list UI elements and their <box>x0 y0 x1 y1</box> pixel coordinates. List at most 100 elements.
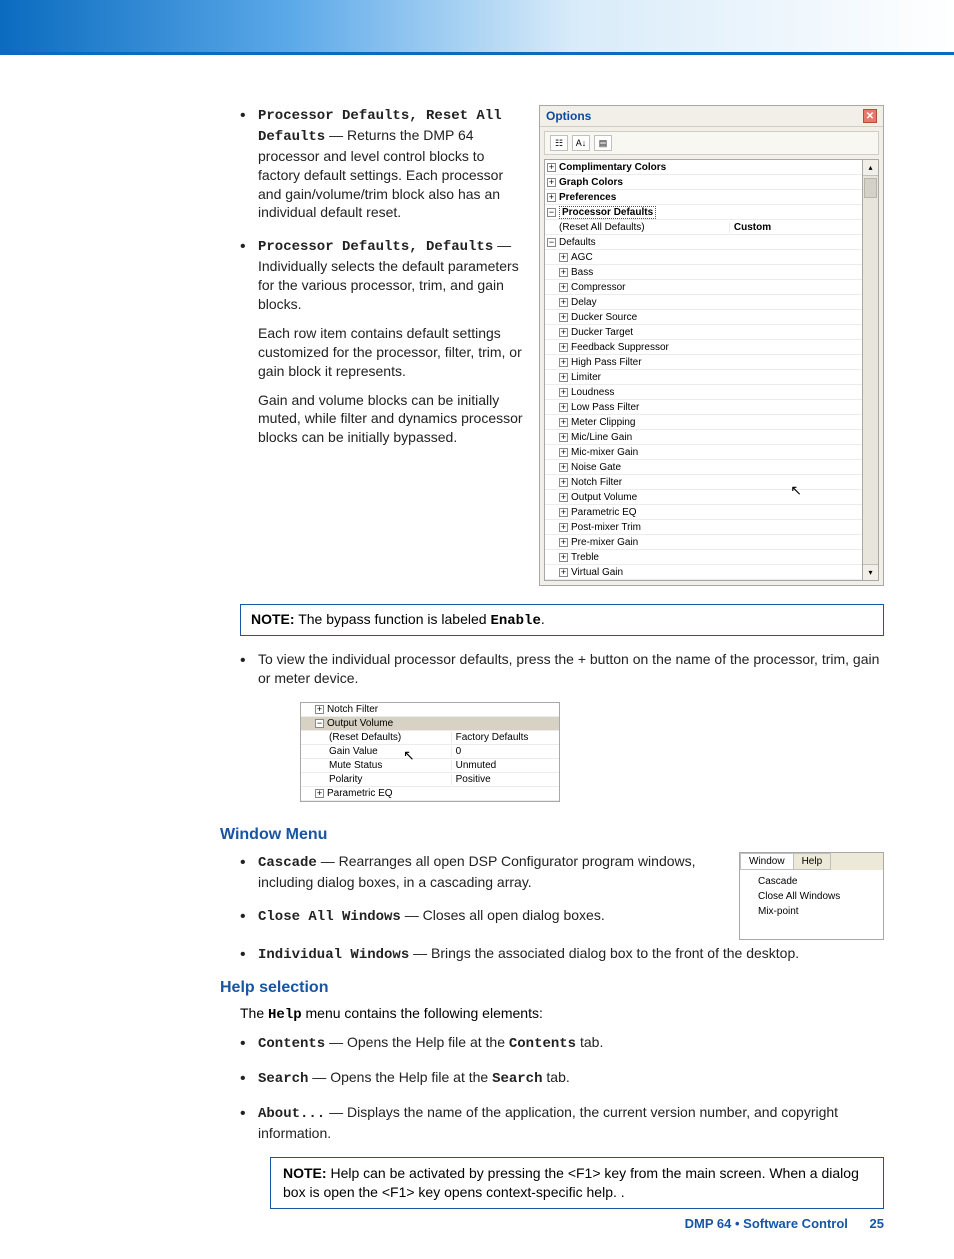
tree-row[interactable]: +Treble <box>545 550 862 565</box>
toolbar-sort-icon[interactable]: A↓ <box>572 135 590 151</box>
expand-icon[interactable]: + <box>547 163 556 172</box>
toolbar-categorize-icon[interactable]: ☷ <box>550 135 568 151</box>
vertical-scrollbar[interactable]: ▴ ▾ <box>863 159 879 581</box>
tree-label[interactable]: Loudness <box>571 387 614 398</box>
expand-icon[interactable]: + <box>559 283 568 292</box>
table-row[interactable]: +Parametric EQ <box>301 787 559 801</box>
tree-row[interactable]: +Output Volume <box>545 490 862 505</box>
expand-icon[interactable]: + <box>559 388 568 397</box>
wm-tab-help[interactable]: Help <box>793 853 832 870</box>
tree-row[interactable]: +Preferences <box>545 190 862 205</box>
tree-label[interactable]: Post-mixer Trim <box>571 522 641 533</box>
tree-row[interactable]: −Defaults <box>545 235 862 250</box>
expand-icon[interactable]: + <box>559 538 568 547</box>
tree-label[interactable]: Mic/Line Gain <box>571 432 632 443</box>
tree-row[interactable]: +Mic/Line Gain <box>545 430 862 445</box>
expand-icon[interactable]: + <box>559 508 568 517</box>
tree-label[interactable]: Compressor <box>571 282 625 293</box>
wm-tab-window[interactable]: Window <box>740 853 794 870</box>
tree-row[interactable]: +Ducker Target <box>545 325 862 340</box>
tree-row[interactable]: +Virtual Gain <box>545 565 862 580</box>
close-icon[interactable]: ✕ <box>863 109 877 123</box>
tree-row[interactable]: +Pre-mixer Gain <box>545 535 862 550</box>
tree-row[interactable]: +Parametric EQ <box>545 505 862 520</box>
tree-row[interactable]: +Post-mixer Trim <box>545 520 862 535</box>
tree-label[interactable]: Output Volume <box>571 492 637 503</box>
tree-row[interactable]: +Limiter <box>545 370 862 385</box>
tree-row[interactable]: +AGC <box>545 250 862 265</box>
tree-row[interactable]: −Processor Defaults <box>545 205 862 220</box>
tree-row[interactable]: +Meter Clipping <box>545 415 862 430</box>
expand-icon[interactable]: + <box>315 705 324 714</box>
tree-label[interactable]: Defaults <box>559 237 596 248</box>
expand-icon[interactable]: + <box>559 463 568 472</box>
tree-row[interactable]: +Compressor <box>545 280 862 295</box>
expand-icon[interactable]: + <box>559 523 568 532</box>
tree-label[interactable]: Complimentary Colors <box>559 162 666 173</box>
expand-icon[interactable]: + <box>559 418 568 427</box>
table-row[interactable]: PolarityPositive <box>301 773 559 787</box>
tree-row[interactable]: +Low Pass Filter <box>545 400 862 415</box>
expand-icon[interactable]: + <box>559 253 568 262</box>
expand-icon[interactable]: + <box>559 328 568 337</box>
expand-icon[interactable]: + <box>547 193 556 202</box>
table-row[interactable]: −Output Volume <box>301 717 559 731</box>
expand-icon[interactable]: + <box>559 553 568 562</box>
tree-row[interactable]: +Delay <box>545 295 862 310</box>
tree-label[interactable]: Bass <box>571 267 593 278</box>
tree-label[interactable]: Graph Colors <box>559 177 623 188</box>
tree-label[interactable]: Treble <box>571 552 599 563</box>
table-row[interactable]: Gain Value0 <box>301 745 559 759</box>
tree-label[interactable]: Low Pass Filter <box>571 402 639 413</box>
tree-label[interactable]: Mic-mixer Gain <box>571 447 638 458</box>
expand-icon[interactable]: − <box>547 208 556 217</box>
tree-label[interactable]: Ducker Target <box>571 327 633 338</box>
expand-icon[interactable]: + <box>559 433 568 442</box>
expand-icon[interactable]: + <box>559 298 568 307</box>
expand-icon[interactable]: + <box>559 358 568 367</box>
expand-icon[interactable]: + <box>559 493 568 502</box>
tree-label[interactable]: Pre-mixer Gain <box>571 537 638 548</box>
expand-icon[interactable]: − <box>547 238 556 247</box>
expand-icon[interactable]: + <box>559 343 568 352</box>
tree-row[interactable]: +Loudness <box>545 385 862 400</box>
expand-icon[interactable]: + <box>559 403 568 412</box>
tree-label[interactable]: (Reset All Defaults) <box>559 222 645 233</box>
tree-label[interactable]: Parametric EQ <box>571 507 637 518</box>
tree-row[interactable]: +Graph Colors <box>545 175 862 190</box>
tree-label[interactable]: High Pass Filter <box>571 357 642 368</box>
expand-icon[interactable]: + <box>559 448 568 457</box>
tree-row[interactable]: +Feedback Suppressor <box>545 340 862 355</box>
scroll-thumb[interactable] <box>864 178 877 198</box>
tree-label[interactable]: Preferences <box>559 192 616 203</box>
tree-row[interactable]: +Bass <box>545 265 862 280</box>
tree-label[interactable]: Processor Defaults <box>559 206 656 219</box>
wm-menu-item[interactable]: Mix-point <box>740 904 883 919</box>
expand-icon[interactable]: + <box>559 373 568 382</box>
expand-icon[interactable]: + <box>559 568 568 577</box>
table-row[interactable]: Mute StatusUnmuted <box>301 759 559 773</box>
scroll-up-icon[interactable]: ▴ <box>863 160 878 176</box>
tree-row[interactable]: +High Pass Filter <box>545 355 862 370</box>
tree-label[interactable]: Feedback Suppressor <box>571 342 669 353</box>
tree-row[interactable]: +Noise Gate <box>545 460 862 475</box>
tree-row[interactable]: +Notch Filter <box>545 475 862 490</box>
tree-label[interactable]: Meter Clipping <box>571 417 635 428</box>
tree-label[interactable]: AGC <box>571 252 593 263</box>
options-tree[interactable]: +Complimentary Colors+Graph Colors+Prefe… <box>544 159 863 581</box>
wm-menu-item[interactable]: Close All Windows <box>740 889 883 904</box>
expand-icon[interactable]: − <box>315 719 324 728</box>
tree-row[interactable]: +Mic-mixer Gain <box>545 445 862 460</box>
tree-row[interactable]: (Reset All Defaults)Custom <box>545 220 862 235</box>
table-row[interactable]: +Notch Filter <box>301 703 559 717</box>
expand-icon[interactable]: + <box>559 313 568 322</box>
tree-row[interactable]: +Ducker Source <box>545 310 862 325</box>
expand-icon[interactable]: + <box>547 178 556 187</box>
wm-menu-item[interactable]: Cascade <box>740 874 883 889</box>
expand-icon[interactable]: + <box>559 268 568 277</box>
expand-icon[interactable]: + <box>559 478 568 487</box>
tree-label[interactable]: Limiter <box>571 372 601 383</box>
table-row[interactable]: (Reset Defaults)Factory Defaults <box>301 731 559 745</box>
tree-label[interactable]: Ducker Source <box>571 312 637 323</box>
tree-label[interactable]: Delay <box>571 297 597 308</box>
